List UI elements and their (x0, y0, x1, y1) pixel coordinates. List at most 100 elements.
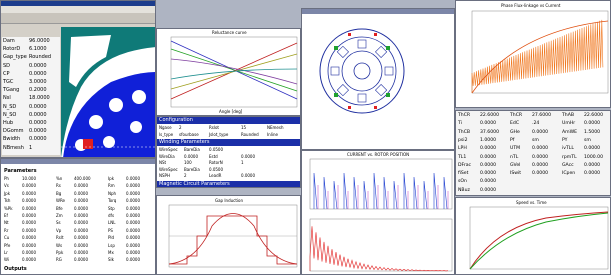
cell-label: Ppk (56, 251, 63, 255)
cell-value: 0.0000 (126, 214, 140, 218)
cell-label: NSt (159, 161, 166, 165)
chart-window: Speed vs. Time (455, 197, 611, 275)
cell-value: 6.1000 (29, 47, 47, 52)
cell-value: 400.000 (74, 177, 91, 181)
cell-value: 0.0000 (74, 221, 88, 225)
cell-value: 96.0000 (29, 39, 50, 44)
cell-label: Ws (56, 244, 62, 248)
cell-value: 1 (241, 161, 244, 165)
cell-value: Rounded (29, 55, 51, 60)
cell-value: 0.0000 (74, 236, 88, 240)
cell-label: psi2 (458, 139, 468, 144)
cell-value: 0.0000 (480, 189, 496, 194)
cell-label: Ss (56, 221, 61, 225)
cell-label: EdC (510, 122, 519, 127)
cell-value: 0.0000 (74, 258, 88, 262)
cell-value: 0.0000 (22, 236, 36, 240)
cell-label: rpmTL (562, 156, 577, 161)
cell-value: 0.0000 (584, 164, 600, 169)
cell-value: 0.0000 (22, 184, 36, 188)
cell-label: RotorN (209, 161, 223, 165)
cell-label: Ipk (108, 177, 114, 181)
cell-label: NBuz (458, 189, 470, 194)
cell-value: 0.0000 (29, 113, 47, 118)
cell-label: Rslot (209, 126, 219, 130)
cell-label: Rr (4, 229, 8, 233)
cell-value: 3.0000 (29, 80, 47, 85)
cell-value: 18.0000 (29, 96, 50, 101)
cross-section-view (61, 27, 156, 158)
cell-value: 0.0000 (22, 207, 36, 211)
cell-label: sOn (458, 180, 467, 185)
cell-label: Zm (56, 214, 63, 218)
cell-label: GVel (510, 164, 520, 169)
cell-value: 0.2000 (29, 88, 47, 93)
panel-title: Parameters (4, 169, 37, 174)
cell-value: .24 (532, 122, 539, 127)
cell-label: ThCR (510, 114, 522, 119)
cell-label: Ti (458, 122, 462, 127)
cell-label: Torq (108, 199, 116, 203)
cell-label: SD (3, 64, 10, 69)
cell-label: TL1 (458, 156, 466, 161)
cell-label: Tsh (4, 199, 10, 203)
cell-value: 0.0000 (29, 137, 47, 142)
cell-label: Jpk (4, 192, 10, 196)
cell-value: 1000.00 (584, 156, 603, 161)
cell-label: Mx (108, 251, 114, 255)
chart-window: Phase Flux-linkage vs Current (455, 0, 611, 108)
cell-value: 0.0000 (126, 236, 140, 240)
cell-value: 0.0000 (74, 184, 88, 188)
cell-label: LNL (108, 221, 115, 225)
cell-value: 0.0000 (22, 258, 36, 262)
chart (456, 198, 611, 275)
cell-label: DFrac (458, 164, 471, 169)
cell-value: 0.0000 (126, 258, 140, 262)
cell-label: ThAB (562, 114, 574, 119)
cell-value: 0.0000 (532, 164, 548, 169)
cell-value: 0.0000 (584, 172, 600, 177)
cell-value: 2 (184, 174, 187, 178)
cell-label: Ngase (159, 126, 172, 130)
cell-value: 0.0000 (22, 221, 36, 225)
cell-label: GAcc (562, 164, 574, 169)
title-bar (1, 159, 155, 164)
cell-value: 22.6000 (480, 114, 499, 119)
cell-value: 0.0000 (74, 244, 88, 248)
cell-value: sm (532, 139, 539, 144)
cell-label: Jslot_type (209, 133, 228, 137)
cell-label: Ph (4, 177, 9, 181)
cell-label: RG (56, 258, 62, 262)
x-axis-label: Angle [deg] (219, 110, 242, 114)
cell-value: 0.0000 (480, 180, 496, 185)
cell-value: 10.000 (22, 177, 36, 181)
cell-value: 0.0000 (584, 147, 600, 152)
cell-label: DGomm (3, 129, 24, 134)
cell-label: UTM (510, 147, 520, 152)
cell-value: 0.0000 (241, 174, 255, 178)
cell-value: 0.0000 (29, 121, 47, 126)
chart-window: Reluctance curve Angle [deg] (156, 28, 301, 116)
cell-label: Pld (108, 236, 114, 240)
cell-label: N_SD (3, 105, 16, 110)
cell-label: Inline (267, 133, 278, 137)
cell-value: 0.0000 (22, 192, 36, 196)
cell-label: ICpen (562, 172, 575, 177)
cell-value: 0.0000 (532, 147, 548, 152)
cell-value: 1.0000 (480, 139, 496, 144)
chart-window: CURRENT vs. ROTOR POSITION (301, 150, 455, 275)
cell-value: 1 (29, 146, 32, 151)
cell-label: WireSpec (159, 168, 178, 172)
cell-value: 37.6000 (480, 131, 499, 136)
cell-value: 0.0000 (74, 199, 88, 203)
cell-value: 0.0000 (29, 72, 47, 77)
cell-label: Pf (510, 139, 514, 144)
cell-value: 0.0000 (480, 172, 496, 177)
cell-label: Estd (209, 155, 218, 159)
cell-label: NEmesh (267, 126, 284, 130)
cell-label: nTL (510, 156, 518, 161)
cell-label: UmHr (562, 122, 575, 127)
cell-label: Rm (108, 184, 115, 188)
cell-value: 15 (241, 126, 246, 130)
